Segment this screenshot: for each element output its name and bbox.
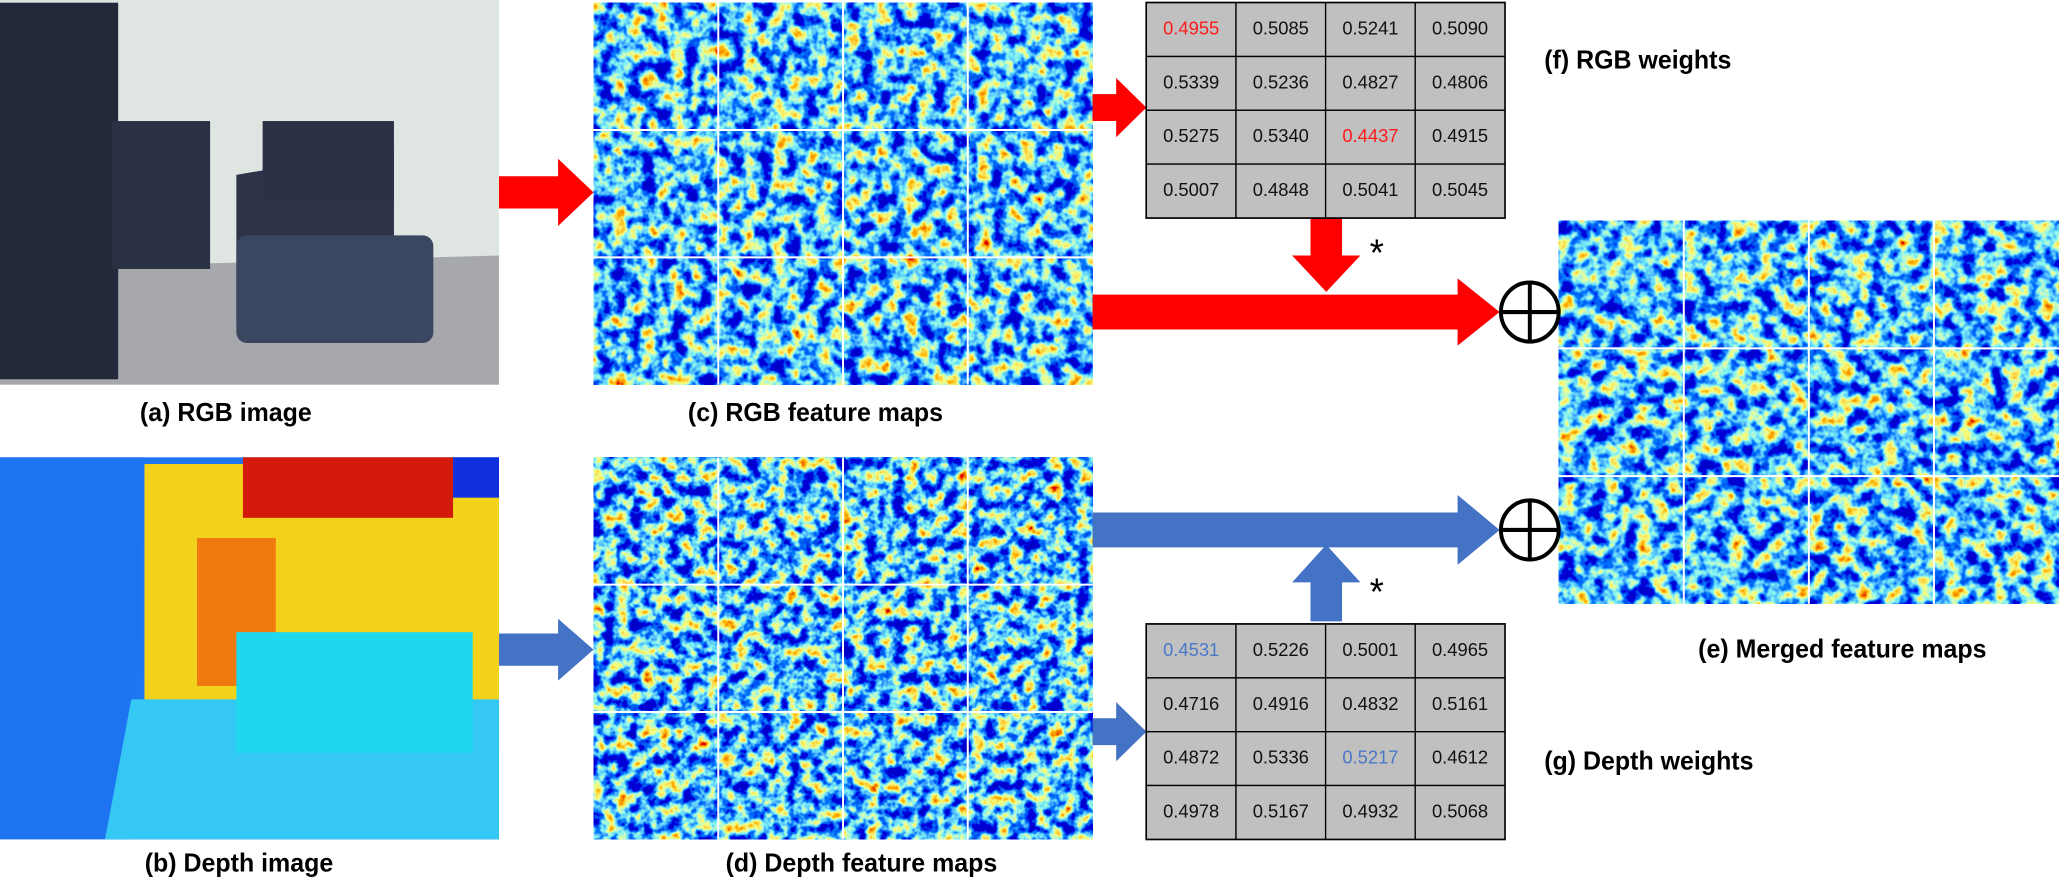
cell-value: 0.4437: [1342, 125, 1398, 146]
cell-value: 0.5339: [1163, 71, 1219, 92]
cell-value: 0.4932: [1342, 800, 1398, 821]
cell-value: 0.5340: [1253, 125, 1309, 146]
caption: (e) Merged feature maps: [1698, 635, 1986, 663]
cell-value: 0.5336: [1253, 746, 1309, 767]
rgb-image: [0, 0, 499, 385]
cell-value: 0.4965: [1432, 639, 1488, 660]
depth-image: [0, 457, 499, 840]
cell-value: 0.5041: [1342, 179, 1398, 200]
table-cell: [1145, 55, 1237, 111]
cell-value: 0.4915: [1432, 125, 1488, 146]
table-cell: [1145, 2, 1237, 58]
table-cell: [1324, 623, 1416, 679]
cell-value: 0.5068: [1432, 800, 1488, 821]
cell-value: 0.5045: [1432, 179, 1488, 200]
table-cell: [1414, 55, 1506, 111]
cell-value: 0.4612: [1432, 746, 1488, 767]
cell-value: 0.4832: [1342, 693, 1398, 714]
tile-grid: [593, 2, 2059, 840]
caption: (d) Depth feature maps: [726, 849, 998, 877]
cell-value: 0.5085: [1253, 17, 1309, 38]
cell-value: 0.4872: [1163, 746, 1219, 767]
cell-value: 0.4916: [1253, 693, 1309, 714]
table-cell: [1324, 55, 1416, 111]
table-cell: [1235, 731, 1327, 787]
table-cell: [1414, 784, 1506, 840]
cell-value: 0.4716: [1163, 693, 1219, 714]
table-cell: [1145, 784, 1237, 840]
cell-value: 0.4827: [1342, 71, 1398, 92]
table-cell: [1414, 677, 1506, 733]
caption: (a) RGB image: [140, 399, 312, 427]
cell-value: 0.5275: [1163, 125, 1219, 146]
caption: (b) Depth image: [145, 849, 333, 877]
table-cell: [1235, 784, 1327, 840]
cell-value: 0.4806: [1432, 71, 1488, 92]
cell-value: 0.4978: [1163, 800, 1219, 821]
depth-arrows: [498, 494, 1500, 762]
cell-value: 0.5090: [1432, 17, 1488, 38]
cell-value: 0.5161: [1432, 693, 1488, 714]
cell-value: 0.4531: [1163, 639, 1219, 660]
cell-value: 0.5001: [1342, 639, 1398, 660]
cell-value: 0.4848: [1253, 179, 1309, 200]
sum-operators: [1498, 280, 1561, 562]
table-cell: [1414, 2, 1506, 58]
rgb-arrows: [498, 78, 1500, 346]
cell-value: 0.5241: [1342, 17, 1398, 38]
table-cell: [1235, 55, 1327, 111]
cell-value: 0.5217: [1342, 746, 1398, 767]
caption: (g) Depth weights: [1544, 747, 1753, 775]
multiply-symbol: *: [1370, 570, 1384, 613]
table-cell: [1414, 163, 1506, 219]
table-cell: [1235, 2, 1327, 58]
table-cell: [1414, 109, 1506, 165]
cell-value: 0.4955: [1163, 17, 1219, 38]
table-cell: [1414, 623, 1506, 679]
table-cell: [1414, 731, 1506, 787]
caption: (c) RGB feature maps: [688, 399, 943, 427]
table-cell: [1324, 2, 1416, 58]
caption: (f) RGB weights: [1544, 46, 1731, 74]
multiply-symbol: *: [1370, 231, 1384, 274]
table-cell: [1324, 109, 1416, 165]
table-cell: [1145, 163, 1237, 219]
table-cell: [1324, 731, 1416, 787]
table-cell: [1235, 163, 1327, 219]
table-cell: [1324, 677, 1416, 733]
cell-value: 0.5167: [1253, 800, 1309, 821]
table-cell: [1324, 163, 1416, 219]
cell-value: 0.5007: [1163, 179, 1219, 200]
weight-tables: 0.4955 0.5085 0.5241 0.5090 0.5339 0.5236 0.48…: [1145, 1, 1506, 841]
cell-value: 0.5226: [1253, 639, 1309, 660]
cell-value: 0.5236: [1253, 71, 1309, 92]
